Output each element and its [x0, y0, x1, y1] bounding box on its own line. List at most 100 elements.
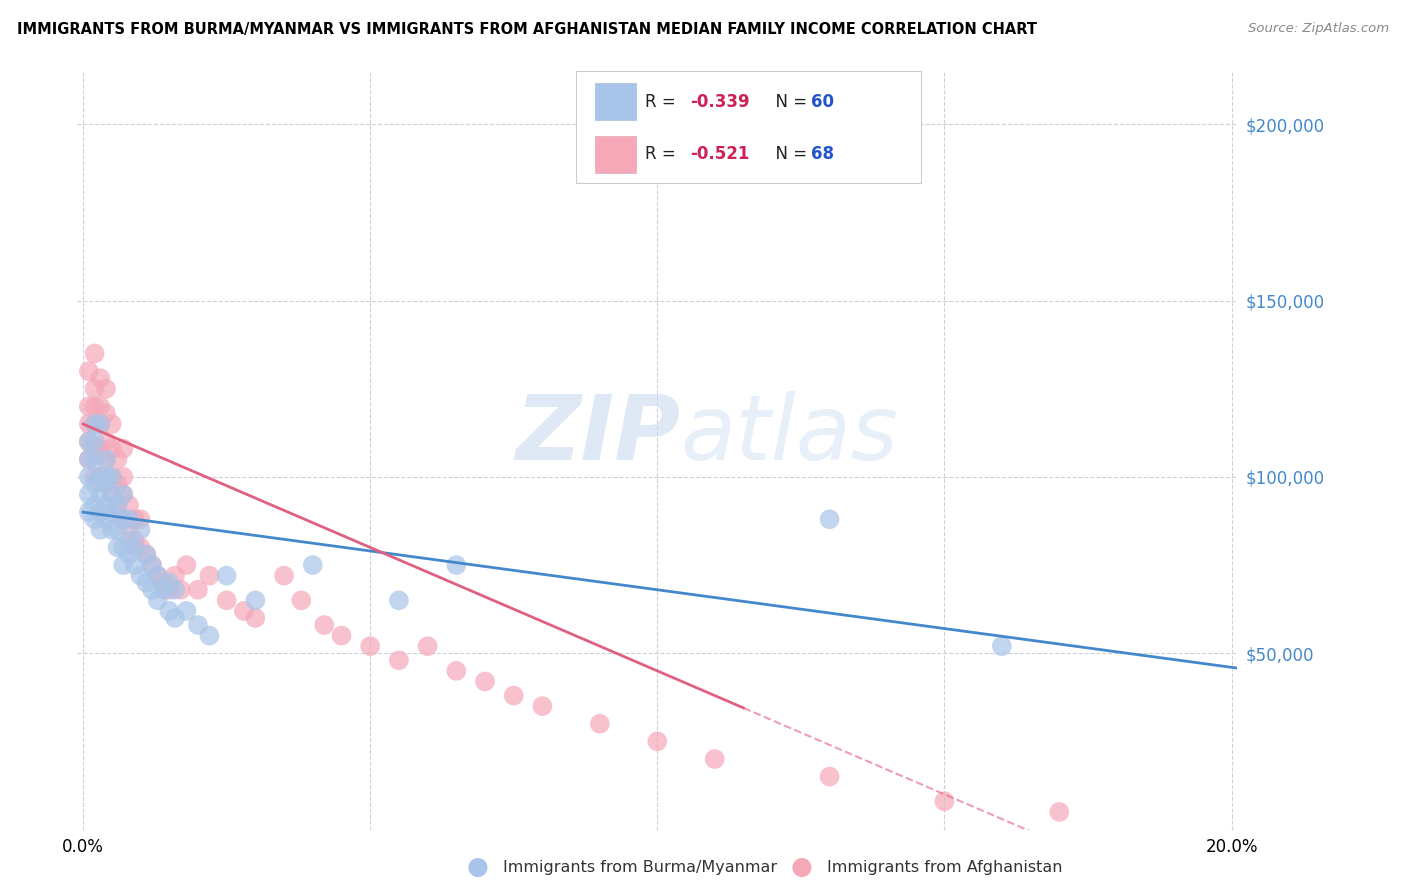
Point	[89, 371, 111, 385]
Point	[107, 498, 129, 512]
Point	[124, 533, 146, 548]
Point	[89, 442, 111, 456]
Point	[77, 434, 100, 449]
Point	[83, 442, 105, 456]
Point	[89, 470, 111, 484]
Point	[129, 568, 152, 582]
Point	[141, 558, 163, 572]
Point	[818, 512, 841, 526]
Point	[112, 487, 135, 501]
Point	[176, 604, 198, 618]
Text: 60: 60	[811, 93, 834, 111]
Point	[589, 716, 612, 731]
Point	[83, 434, 105, 449]
Point	[146, 568, 169, 582]
Point	[245, 611, 267, 625]
Point	[77, 434, 100, 449]
Point	[101, 470, 124, 484]
Point	[94, 406, 117, 420]
Point	[502, 689, 524, 703]
Point	[273, 568, 295, 582]
Point	[163, 611, 186, 625]
Point	[124, 558, 146, 572]
Point	[77, 400, 100, 414]
Point	[101, 470, 124, 484]
Point	[112, 541, 135, 555]
Point	[94, 477, 117, 491]
Point	[232, 604, 254, 618]
Text: ●: ●	[790, 855, 813, 879]
Point	[198, 629, 221, 643]
Text: N =: N =	[765, 93, 813, 111]
Point	[215, 568, 238, 582]
Point	[89, 487, 111, 501]
Point	[77, 452, 100, 467]
Point	[703, 752, 725, 766]
Point	[170, 582, 193, 597]
Text: N =: N =	[765, 145, 813, 163]
Point	[94, 512, 117, 526]
Point	[135, 548, 157, 562]
Point	[101, 442, 124, 456]
Text: Immigrants from Afghanistan: Immigrants from Afghanistan	[827, 860, 1062, 874]
Point	[89, 400, 111, 414]
Point	[157, 575, 180, 590]
Point	[94, 477, 117, 491]
Point	[83, 417, 105, 431]
Text: atlas: atlas	[681, 392, 898, 479]
Point	[124, 541, 146, 555]
Point	[118, 548, 141, 562]
Point	[107, 523, 129, 537]
Point	[77, 470, 100, 484]
Point	[135, 548, 157, 562]
Point	[101, 487, 124, 501]
Point	[245, 593, 267, 607]
Point	[112, 470, 135, 484]
Point	[446, 558, 468, 572]
Point	[290, 593, 312, 607]
Point	[314, 618, 336, 632]
Text: R =: R =	[645, 93, 682, 111]
Text: ●: ●	[467, 855, 489, 879]
Point	[531, 699, 554, 714]
Point	[388, 653, 411, 667]
Point	[163, 568, 186, 582]
Point	[359, 639, 381, 653]
Point	[157, 604, 180, 618]
Point	[416, 639, 439, 653]
Point	[101, 417, 124, 431]
Text: ZIP: ZIP	[515, 392, 681, 479]
Point	[1047, 805, 1070, 819]
Point	[152, 575, 174, 590]
Point	[112, 442, 135, 456]
Point	[83, 452, 105, 467]
Point	[129, 512, 152, 526]
Point	[187, 618, 209, 632]
Point	[187, 582, 209, 597]
Point	[83, 477, 105, 491]
Point	[198, 568, 221, 582]
Point	[89, 505, 111, 519]
Point	[89, 417, 111, 431]
Point	[77, 452, 100, 467]
Point	[645, 734, 669, 748]
Point	[129, 541, 152, 555]
Point	[94, 498, 117, 512]
Text: IMMIGRANTS FROM BURMA/MYANMAR VS IMMIGRANTS FROM AFGHANISTAN MEDIAN FAMILY INCOM: IMMIGRANTS FROM BURMA/MYANMAR VS IMMIGRA…	[17, 22, 1036, 37]
Point	[112, 558, 135, 572]
Point	[215, 593, 238, 607]
Point	[474, 674, 496, 689]
Point	[141, 582, 163, 597]
Point	[118, 512, 141, 526]
Point	[107, 452, 129, 467]
Point	[129, 523, 152, 537]
Point	[330, 629, 353, 643]
Text: 68: 68	[811, 145, 834, 163]
Point	[83, 382, 105, 396]
Point	[112, 512, 135, 526]
Point	[301, 558, 323, 572]
Point	[94, 382, 117, 396]
Point	[101, 505, 124, 519]
Point	[176, 558, 198, 572]
Point	[991, 639, 1014, 653]
